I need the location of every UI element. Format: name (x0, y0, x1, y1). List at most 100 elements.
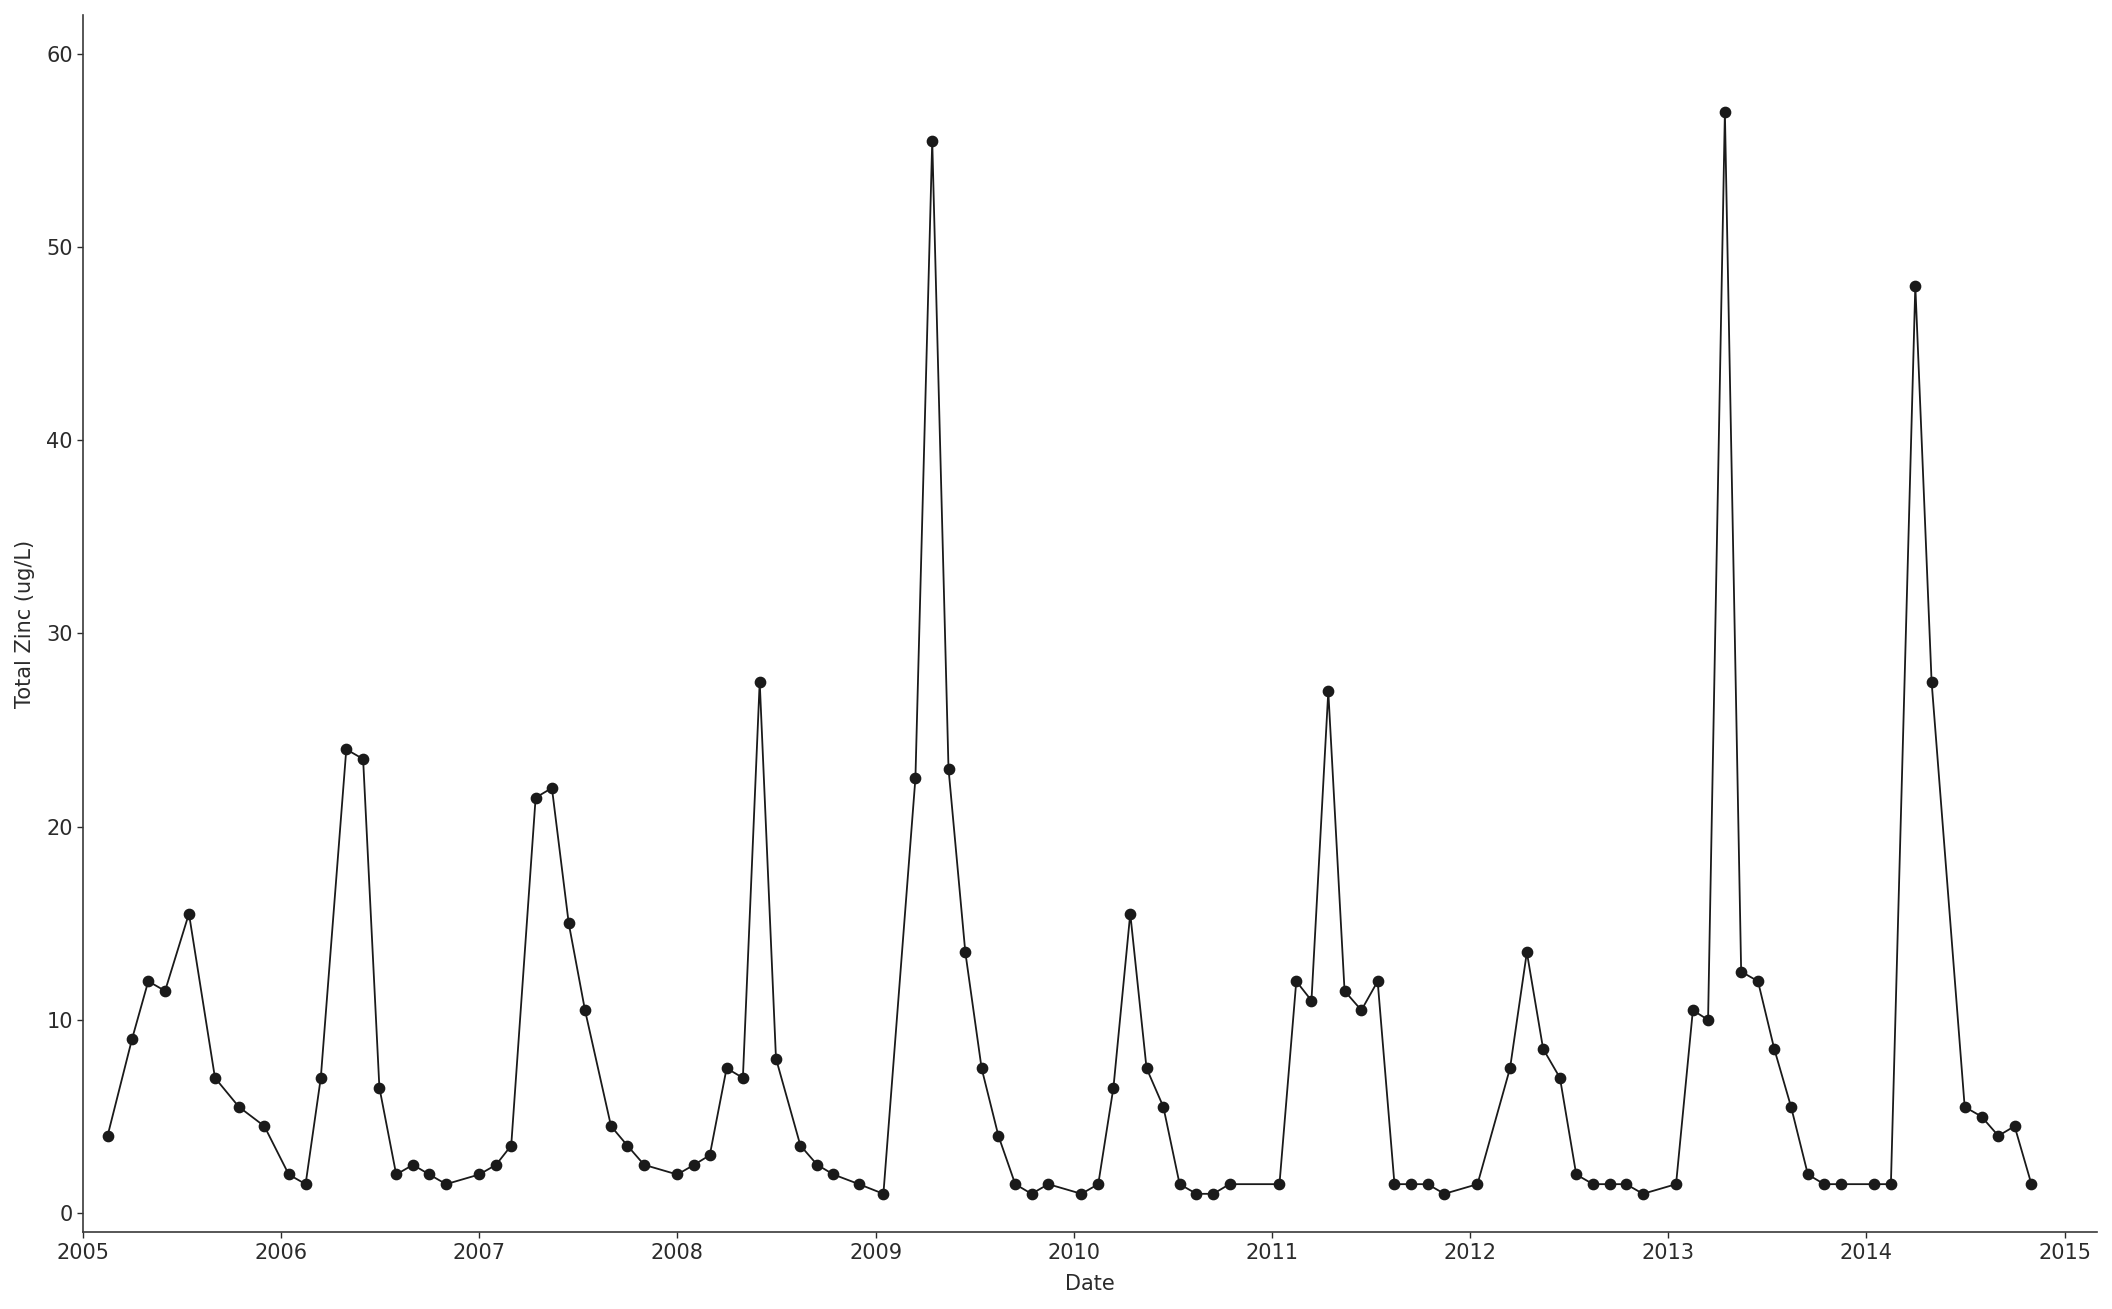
Point (1096, 1077, 1130, 1098)
Point (171, 903, 205, 924)
Point (1510, 941, 1544, 962)
Point (1462, 1174, 1495, 1195)
Point (412, 1164, 446, 1185)
Point (1947, 1097, 1981, 1118)
Point (758, 1049, 792, 1069)
Point (1345, 1000, 1379, 1021)
Point (1544, 1067, 1578, 1088)
Point (678, 1155, 712, 1175)
Point (898, 768, 931, 789)
Point (661, 1164, 695, 1185)
Point (131, 971, 165, 992)
Point (1592, 1174, 1626, 1195)
Point (914, 130, 948, 151)
Point (1164, 1174, 1198, 1195)
Point (610, 1135, 644, 1156)
Point (593, 1115, 627, 1136)
Point (1660, 1174, 1694, 1195)
Point (1916, 672, 1949, 692)
Point (1064, 1183, 1098, 1204)
Point (380, 1164, 414, 1185)
Point (568, 1000, 602, 1021)
Point (2015, 1174, 2049, 1195)
Point (397, 1155, 431, 1175)
Point (999, 1174, 1033, 1195)
Point (1360, 971, 1394, 992)
Point (1774, 1097, 1808, 1118)
Point (931, 758, 965, 779)
Point (520, 787, 553, 808)
Point (289, 1174, 323, 1195)
Point (429, 1174, 463, 1195)
Point (1031, 1174, 1064, 1195)
Point (1856, 1174, 1890, 1195)
Point (1723, 961, 1757, 982)
Point (1873, 1174, 1907, 1195)
Point (1825, 1174, 1859, 1195)
Point (247, 1115, 281, 1136)
Point (1394, 1174, 1428, 1195)
Point (1377, 1174, 1411, 1195)
Point (727, 1067, 760, 1088)
Point (1178, 1183, 1212, 1204)
Point (1677, 1000, 1711, 1021)
Point (1527, 1038, 1561, 1059)
Point (800, 1155, 834, 1175)
Point (1280, 971, 1314, 992)
Point (1130, 1058, 1164, 1079)
Point (1212, 1174, 1246, 1195)
Point (982, 1126, 1016, 1147)
Point (817, 1164, 851, 1185)
Point (346, 749, 380, 770)
Point (199, 1067, 232, 1088)
Point (1981, 1126, 2015, 1147)
Point (1576, 1174, 1609, 1195)
Point (91, 1126, 125, 1147)
Point (1609, 1174, 1643, 1195)
Point (1312, 681, 1345, 702)
Point (1113, 903, 1147, 924)
Point (1626, 1183, 1660, 1204)
Point (534, 778, 568, 798)
Point (1328, 980, 1362, 1001)
Point (965, 1058, 999, 1079)
Point (272, 1164, 306, 1185)
Point (1428, 1183, 1462, 1204)
Point (843, 1174, 876, 1195)
Point (743, 672, 777, 692)
Point (1559, 1164, 1592, 1185)
Point (866, 1183, 900, 1204)
Point (1808, 1174, 1842, 1195)
Point (627, 1155, 661, 1175)
Point (1757, 1038, 1791, 1059)
Point (1147, 1097, 1181, 1118)
Point (1493, 1058, 1527, 1079)
Point (1692, 1009, 1726, 1030)
Point (1740, 971, 1774, 992)
Y-axis label: Total Zinc (ug/L): Total Zinc (ug/L) (15, 539, 36, 708)
X-axis label: Date: Date (1064, 1274, 1115, 1295)
Point (304, 1067, 338, 1088)
Point (148, 980, 182, 1001)
Point (1709, 101, 1742, 122)
Point (1998, 1115, 2032, 1136)
Point (784, 1135, 817, 1156)
Point (463, 1164, 496, 1185)
Point (1263, 1174, 1297, 1195)
Point (1964, 1106, 1998, 1127)
Point (1791, 1164, 1825, 1185)
Point (551, 912, 585, 933)
Point (494, 1135, 528, 1156)
Point (948, 941, 982, 962)
Point (1295, 990, 1328, 1011)
Point (329, 738, 363, 759)
Point (1081, 1174, 1115, 1195)
Point (479, 1155, 513, 1175)
Point (693, 1144, 727, 1165)
Point (1411, 1174, 1445, 1195)
Point (222, 1097, 256, 1118)
Point (1195, 1183, 1229, 1204)
Point (1014, 1183, 1048, 1204)
Point (363, 1077, 397, 1098)
Point (114, 1029, 148, 1050)
